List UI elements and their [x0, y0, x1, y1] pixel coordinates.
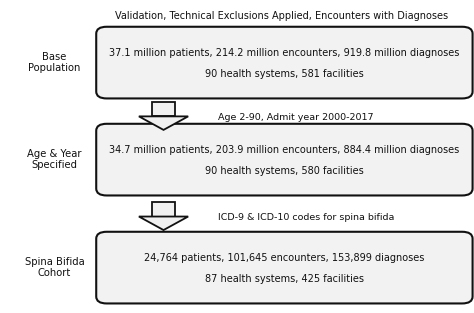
Text: 87 health systems, 425 facilities: 87 health systems, 425 facilities: [205, 274, 364, 284]
FancyBboxPatch shape: [96, 232, 473, 304]
Text: 90 health systems, 580 facilities: 90 health systems, 580 facilities: [205, 166, 364, 176]
FancyBboxPatch shape: [96, 124, 473, 195]
Polygon shape: [152, 202, 175, 217]
Polygon shape: [139, 217, 188, 230]
Text: 37.1 million patients, 214.2 million encounters, 919.8 million diagnoses: 37.1 million patients, 214.2 million enc…: [109, 48, 460, 58]
Text: ICD-9 & ICD-10 codes for spina bifida: ICD-9 & ICD-10 codes for spina bifida: [218, 213, 394, 222]
FancyBboxPatch shape: [96, 27, 473, 98]
Text: 34.7 million patients, 203.9 million encounters, 884.4 million diagnoses: 34.7 million patients, 203.9 million enc…: [109, 145, 459, 155]
Text: Age & Year
Specified: Age & Year Specified: [27, 149, 82, 171]
Text: Validation, Technical Exclusions Applied, Encounters with Diagnoses: Validation, Technical Exclusions Applied…: [116, 11, 448, 21]
Text: Base
Population: Base Population: [28, 52, 81, 74]
Text: 90 health systems, 581 facilities: 90 health systems, 581 facilities: [205, 69, 364, 79]
Polygon shape: [139, 116, 188, 130]
Text: Age 2-90, Admit year 2000-2017: Age 2-90, Admit year 2000-2017: [218, 113, 374, 122]
Text: 24,764 patients, 101,645 encounters, 153,899 diagnoses: 24,764 patients, 101,645 encounters, 153…: [144, 253, 425, 263]
Polygon shape: [152, 102, 175, 116]
Text: Spina Bifida
Cohort: Spina Bifida Cohort: [25, 257, 84, 279]
